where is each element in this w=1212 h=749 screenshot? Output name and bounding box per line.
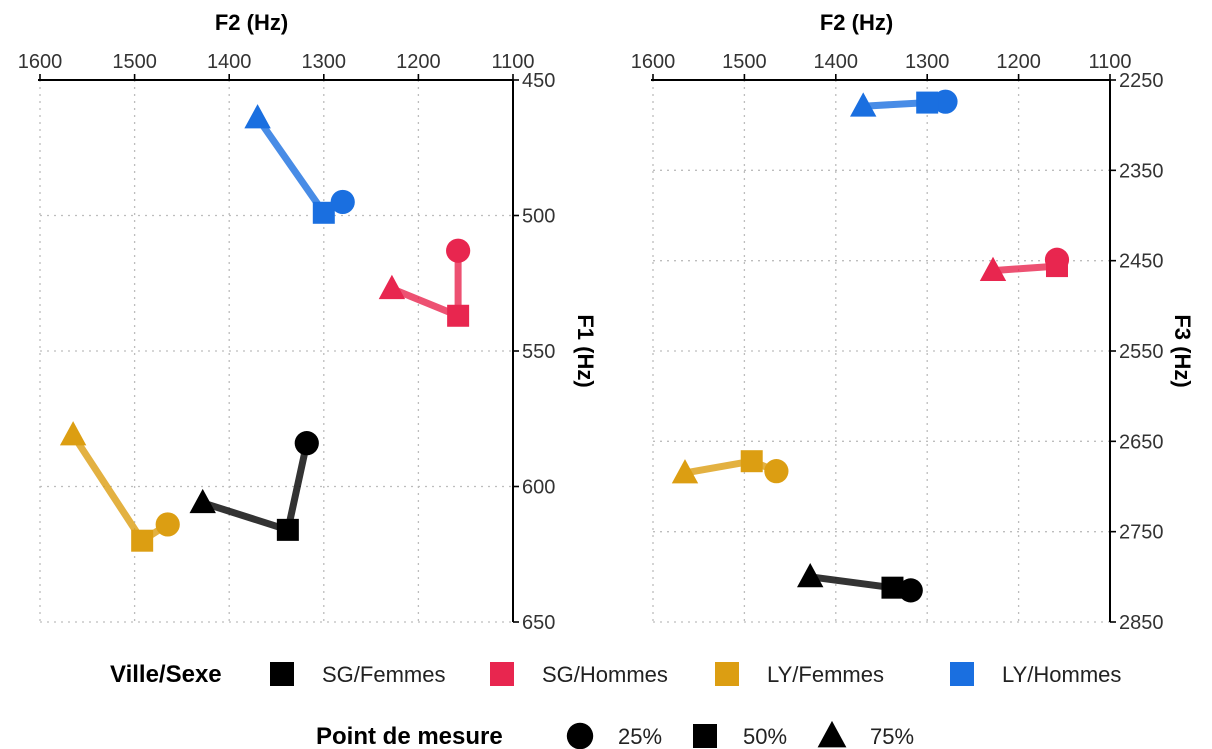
- series-sg-hommes: [979, 247, 1070, 281]
- y-tick-label: 2650: [1119, 431, 1164, 453]
- legend-shape-title: Point de mesure: [316, 723, 503, 749]
- data-point-25pct: [446, 238, 471, 263]
- series-line: [254, 114, 347, 217]
- data-point-50pct: [1045, 255, 1068, 278]
- legend-label: 50%: [743, 724, 787, 749]
- legend-swatch: [490, 662, 514, 686]
- legend-swatch: [950, 662, 974, 686]
- data-point-50pct: [881, 576, 904, 599]
- y-tick-label: 2450: [1119, 251, 1164, 273]
- y-axis-title: F3 (Hz): [1170, 314, 1195, 387]
- series-ly-hommes: [850, 89, 958, 117]
- data-point-75pct: [378, 274, 406, 300]
- data-point-50pct: [312, 201, 335, 224]
- series-ly-hommes: [244, 104, 355, 224]
- legend-label: SG/Hommes: [542, 662, 668, 687]
- data-point-50pct: [916, 91, 939, 114]
- legend-shape-triangle: [817, 720, 847, 748]
- legend-shapes: Point de mesure 25% 50% 75%: [316, 720, 914, 749]
- data-point-50pct: [447, 304, 470, 327]
- x-tick-label: 1400: [207, 51, 252, 73]
- data-point-75pct: [671, 459, 699, 484]
- x-tick-label: 1300: [905, 51, 950, 73]
- y-tick-label: 2250: [1119, 70, 1164, 92]
- legend-label: LY/Femmes: [767, 662, 884, 687]
- x-tick-label: 1100: [1088, 51, 1131, 73]
- series-sg-femmes: [189, 431, 319, 541]
- data-point-50pct: [276, 518, 299, 541]
- series-ly-femmes: [671, 450, 789, 484]
- data-point-25pct: [898, 578, 923, 603]
- x-tick-label: 1100: [491, 51, 534, 73]
- x-tick-label: 1300: [302, 51, 347, 73]
- x-axis-title: F2 (Hz): [215, 10, 288, 35]
- y-tick-label: 2550: [1119, 341, 1164, 363]
- data-point-25pct: [764, 459, 789, 484]
- x-tick-label: 1200: [996, 51, 1041, 73]
- data-point-25pct: [155, 512, 180, 537]
- x-tick-label: 1400: [814, 51, 859, 73]
- y-axis-title: F1 (Hz): [573, 314, 598, 387]
- x-axis-title: F2 (Hz): [820, 10, 893, 35]
- y-tick-label: 2750: [1119, 522, 1164, 544]
- legend-label: LY/Hommes: [1002, 662, 1121, 687]
- series-line: [199, 439, 311, 534]
- data-point-75pct: [189, 488, 216, 514]
- series-line: [69, 431, 172, 545]
- series-sg-hommes: [378, 238, 471, 327]
- legend-group-title: Ville/Sexe: [110, 661, 222, 688]
- legend-label: SG/Femmes: [322, 662, 445, 687]
- data-point-25pct: [294, 431, 319, 456]
- series-sg-femmes: [797, 562, 923, 603]
- legend-swatch: [270, 662, 294, 686]
- y-tick-label: 2850: [1119, 612, 1164, 634]
- data-point-75pct: [59, 421, 87, 446]
- x-tick-label: 1600: [631, 51, 676, 73]
- data-point-25pct: [933, 89, 958, 114]
- data-point-75pct: [244, 104, 271, 129]
- legend-shape-square: [693, 724, 717, 748]
- data-point-75pct: [979, 256, 1007, 281]
- y-tick-label: 550: [522, 341, 555, 363]
- series-ly-femmes: [59, 421, 180, 552]
- y-tick-label: 450: [522, 70, 555, 92]
- y-tick-label: 600: [522, 477, 555, 499]
- x-tick-label: 1500: [722, 51, 767, 73]
- legend-swatch: [715, 662, 739, 686]
- x-tick-label: 1500: [112, 51, 157, 73]
- legend-label: 75%: [870, 724, 914, 749]
- y-tick-label: 650: [522, 612, 555, 634]
- y-tick-label: 2350: [1119, 160, 1164, 182]
- legend-label: 25%: [618, 724, 662, 749]
- y-tick-label: 500: [522, 206, 555, 228]
- x-tick-label: 1600: [18, 51, 63, 73]
- data-point-75pct: [850, 92, 877, 117]
- data-point-25pct: [330, 189, 355, 215]
- legend-groups: Ville/Sexe SG/Femmes SG/Hommes LY/Femmes LY/…: [110, 661, 1121, 688]
- data-point-75pct: [797, 562, 824, 588]
- data-point-50pct: [740, 450, 763, 473]
- legend-shape-circle: [566, 722, 594, 749]
- data-point-50pct: [131, 529, 154, 552]
- x-tick-label: 1200: [396, 51, 441, 73]
